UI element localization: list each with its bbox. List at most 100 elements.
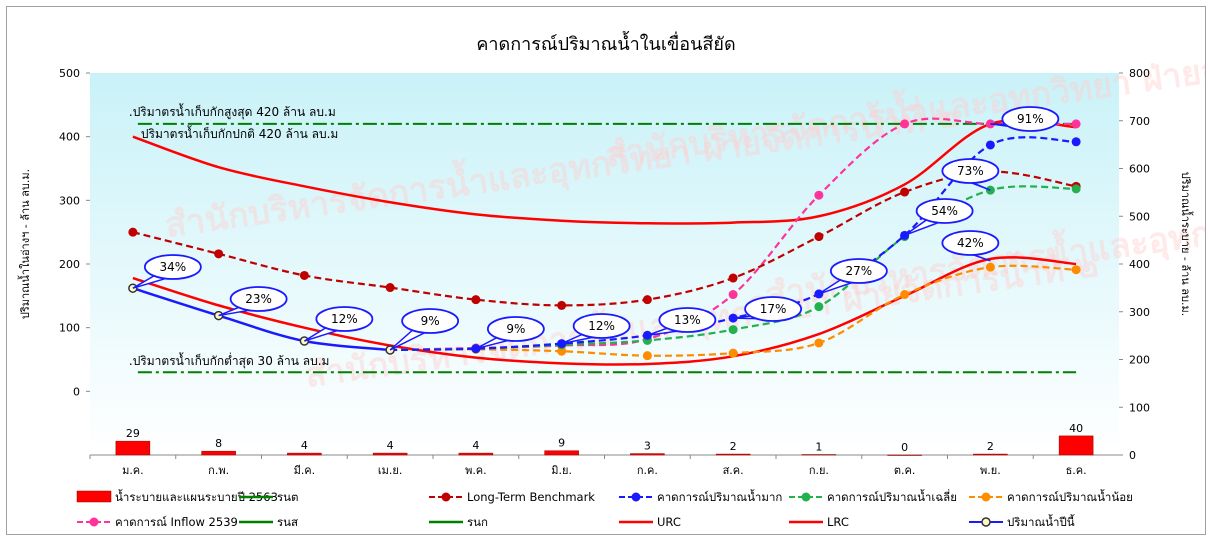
- legend-marker: [89, 517, 99, 527]
- callout-ellipse: [572, 313, 631, 339]
- callout-bubble: 17%: [733, 296, 803, 322]
- legend-label: คาดการณ์ปริมาณน้ำมาก: [657, 489, 782, 504]
- bar-label: 4: [301, 439, 308, 452]
- series-point: [728, 273, 738, 283]
- y-right-tick-label: 100: [1129, 401, 1150, 414]
- series-point: [985, 262, 995, 272]
- legend-marker: [801, 492, 811, 502]
- callout-ellipse: [658, 307, 717, 333]
- legend-label: URC: [657, 515, 681, 529]
- callout-bubble: 34%: [132, 254, 202, 289]
- legend-item: รนก: [429, 515, 488, 529]
- callout-ellipse: [1001, 106, 1060, 132]
- legend-item: คาดการณ์ Inflow 2539: [77, 515, 238, 529]
- bar-label: 0: [901, 441, 908, 454]
- callout-label: 27%: [846, 264, 873, 278]
- callout-label: 54%: [931, 204, 958, 218]
- y-left-tick-label: 500: [59, 67, 80, 80]
- bar-ม.ค.: [115, 440, 151, 456]
- chart: สำนักบริหารจัดการน้ำและอุทกวิทยา ฝ่ายจัด…: [17, 19, 1212, 529]
- legend-item: น้ำระบายและแผนระบายปี 2563: [76, 489, 278, 504]
- x-tick-label: พ.ย.: [980, 464, 1001, 477]
- bar-label: 2: [730, 440, 737, 453]
- y-right-tick-label: 0: [1129, 449, 1136, 462]
- callout-label: 9%: [421, 314, 440, 328]
- callout-bubble: 12%: [561, 313, 631, 345]
- series-point: [814, 190, 824, 200]
- bar-มิ.ย.: [544, 450, 579, 456]
- legend-label: รนต: [277, 490, 299, 504]
- series-point: [214, 249, 224, 259]
- y-right-tick-label: 800: [1129, 67, 1150, 80]
- callout-ellipse: [915, 198, 974, 224]
- series-point: [1071, 137, 1081, 147]
- bar-label: 1: [815, 441, 822, 454]
- callout-ellipse: [229, 286, 288, 312]
- callout-ellipse: [829, 258, 888, 284]
- legend-item: URC: [619, 515, 681, 529]
- bar-ธ.ค.: [1058, 435, 1094, 456]
- legend-marker: [981, 492, 991, 502]
- callout-ellipse: [401, 308, 460, 334]
- series-point: [1071, 265, 1081, 275]
- series-point: [728, 290, 738, 300]
- bar-ก.ย.: [801, 454, 837, 456]
- callout-label: 34%: [160, 260, 187, 274]
- callout-label: 12%: [588, 319, 615, 333]
- legend-item: รนส: [239, 515, 298, 529]
- y-left-tick-label: 200: [59, 258, 80, 271]
- bar-ก.ค.: [630, 453, 665, 456]
- callout-label: 9%: [506, 322, 525, 336]
- bar-ก.พ.: [201, 450, 236, 456]
- bar-label: 8: [215, 437, 222, 450]
- y-left-tick-label: 100: [59, 322, 80, 335]
- y-right-tick-label: 200: [1129, 354, 1150, 367]
- series-point: [557, 300, 567, 310]
- bar-label: 9: [558, 437, 565, 450]
- callout-ellipse: [744, 296, 803, 322]
- callout-ellipse: [143, 254, 202, 280]
- legend-marker: [441, 492, 451, 502]
- series-point: [1071, 184, 1081, 194]
- bar-พ.ย.: [973, 453, 1008, 456]
- y-left-tick-label: 400: [59, 131, 80, 144]
- callouts: 34% 23% 12% 9% 9% 12% 13% 17% 27% 54% 91% 73% 42%: [132, 106, 1060, 351]
- legend-item: ปริมาณน้ำปีนี้: [969, 514, 1075, 529]
- series-point: [814, 338, 824, 348]
- legend-label: Long-Term Benchmark: [467, 490, 595, 504]
- callout-bubble: 42%: [941, 230, 1000, 262]
- series-point: [814, 302, 824, 312]
- plot-area: [90, 73, 1119, 455]
- x-tick-label: มี.ค.: [294, 464, 316, 477]
- x-tick-label: ม.ค.: [122, 464, 144, 477]
- x-tick-label: ก.พ.: [208, 464, 229, 477]
- series-point: [1071, 119, 1081, 129]
- series-line-6: [132, 256, 1077, 366]
- bar-label: 4: [387, 439, 394, 452]
- bar-ต.ค.: [887, 454, 922, 456]
- x-tick-label: พ.ค.: [465, 464, 487, 477]
- callout-bubble: 54%: [904, 198, 974, 237]
- callout-bubble: 23%: [218, 286, 288, 317]
- x-tick-label: ธ.ค.: [1066, 464, 1087, 477]
- series-point: [814, 232, 824, 242]
- legend-item: Long-Term Benchmark: [429, 490, 595, 504]
- callout-label: 23%: [245, 292, 272, 306]
- series-point: [900, 187, 910, 197]
- x-tick-label: ส.ค.: [723, 464, 744, 477]
- series-point: [299, 270, 309, 280]
- series-point: [900, 119, 910, 129]
- x-tick-label: เม.ย.: [378, 464, 402, 477]
- callout-bubble: 73%: [941, 158, 1000, 191]
- reference-label-รนก: ปริมาตรน้ำเก็บกักปกติ 420 ล้าน ลบ.ม: [141, 125, 338, 141]
- legend-marker: [631, 492, 641, 502]
- y-right-tick-label: 700: [1129, 115, 1150, 128]
- callout-bubble: 27%: [818, 258, 888, 295]
- x-tick-label: ต.ค.: [894, 464, 916, 477]
- callout-label: 13%: [674, 313, 701, 327]
- callout-bubble: 12%: [303, 306, 374, 342]
- series-point: [471, 295, 481, 305]
- legend-label: คาดการณ์ปริมาณน้ำน้อย: [1007, 489, 1133, 504]
- callout-label: 17%: [760, 302, 787, 316]
- callout-ellipse: [941, 230, 1000, 256]
